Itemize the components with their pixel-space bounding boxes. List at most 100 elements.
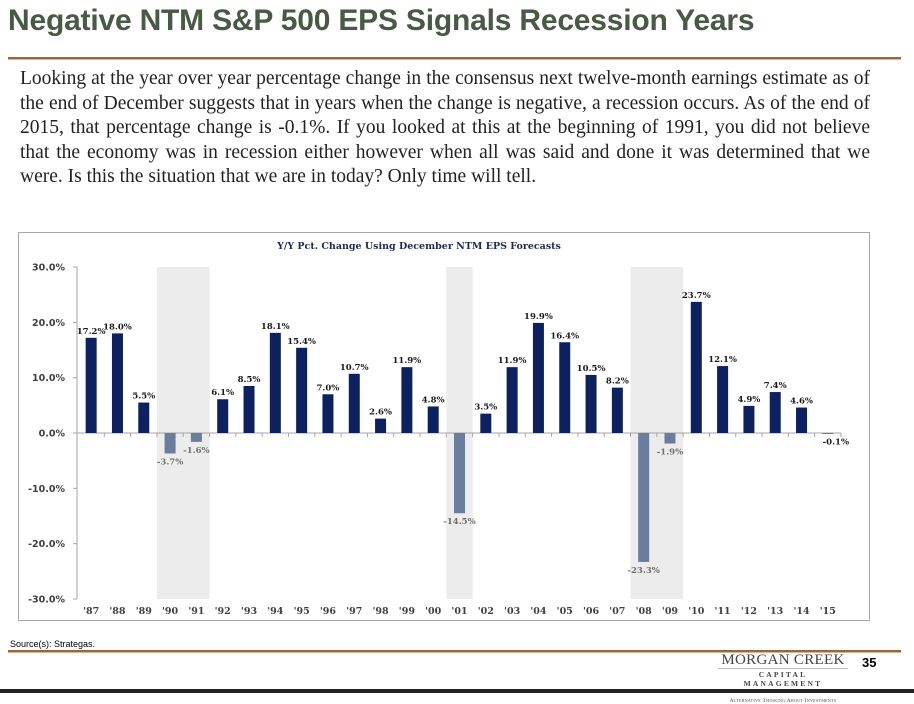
x-tick-label: '12 bbox=[741, 606, 757, 617]
bar bbox=[585, 374, 597, 433]
bar bbox=[269, 332, 281, 433]
x-tick-label: '92 bbox=[215, 606, 231, 617]
title-divider bbox=[8, 57, 901, 60]
x-tick-label: '93 bbox=[241, 606, 257, 617]
y-tick-label: 30.0% bbox=[32, 263, 65, 274]
y-tick-label: 10.0% bbox=[32, 373, 65, 384]
data-label: 8.5% bbox=[238, 375, 261, 385]
source-note: Source(s): Strategas. bbox=[10, 639, 96, 649]
data-label: -1.9% bbox=[657, 448, 683, 458]
logo-name: MORGAN CREEK bbox=[718, 653, 848, 669]
x-tick-label: '05 bbox=[557, 606, 573, 617]
bar bbox=[454, 433, 465, 514]
bar bbox=[743, 405, 755, 433]
bar bbox=[322, 394, 334, 433]
data-label: 23.7% bbox=[682, 291, 711, 301]
bar bbox=[190, 433, 202, 442]
x-tick-label: '88 bbox=[109, 606, 126, 617]
axis-layer: 30.0% 20.0% 10.0% 0.0% -10.0% -20.0% -30.0% '87… bbox=[28, 263, 842, 617]
y-tick-label: -30.0% bbox=[28, 595, 65, 606]
x-tick-label: '87 bbox=[83, 606, 99, 617]
data-label: 4.8% bbox=[422, 395, 445, 405]
company-logo: MORGAN CREEK CAPITAL MANAGEMENT Alternat… bbox=[718, 653, 848, 704]
footer-divider bbox=[8, 650, 901, 653]
data-label: 4.9% bbox=[737, 395, 760, 405]
logo-subtitle: CAPITAL MANAGEMENT bbox=[743, 670, 823, 688]
x-tick-label: '14 bbox=[793, 606, 810, 617]
data-label: 16.4% bbox=[550, 331, 579, 341]
bar bbox=[296, 347, 308, 433]
bar bbox=[559, 342, 571, 433]
bar bbox=[85, 337, 97, 433]
x-tick-label: '89 bbox=[136, 606, 153, 617]
page-number: 35 bbox=[862, 655, 877, 670]
x-tick-label: '00 bbox=[425, 606, 442, 617]
x-tick-label: '06 bbox=[583, 606, 600, 617]
x-tick-label: '98 bbox=[372, 606, 389, 617]
data-label: 15.4% bbox=[287, 337, 316, 347]
data-label: 18.1% bbox=[261, 322, 290, 332]
x-tick-label: '94 bbox=[267, 606, 284, 617]
x-tick-label: '99 bbox=[399, 606, 416, 617]
data-label-layer: 17.2%18.0% 5.5% -3.7%-1.6% 6.1% 8.5% 18.1% 15.… bbox=[77, 291, 849, 576]
logo-tagline: Alternative Thinking About Investments bbox=[729, 698, 837, 704]
bar bbox=[690, 301, 702, 433]
y-tick-label: 20.0% bbox=[32, 318, 65, 329]
data-label: 19.9% bbox=[524, 312, 553, 322]
x-tick-label: '10 bbox=[688, 606, 705, 617]
x-tick-label: '03 bbox=[504, 606, 520, 617]
x-tick-label: '11 bbox=[715, 606, 731, 617]
data-label: 8.2% bbox=[606, 377, 629, 387]
bar bbox=[769, 392, 781, 433]
bar bbox=[401, 367, 413, 433]
x-tick-label: '07 bbox=[609, 606, 625, 617]
x-tick-label: '02 bbox=[478, 606, 494, 617]
data-label: 6.1% bbox=[211, 388, 234, 398]
data-label: 5.5% bbox=[132, 392, 155, 402]
data-label: -23.3% bbox=[628, 566, 660, 576]
data-label: 11.9% bbox=[392, 356, 421, 366]
y-tick-label: -10.0% bbox=[28, 484, 65, 495]
bar bbox=[532, 322, 544, 433]
data-label: 2.6% bbox=[369, 408, 392, 418]
eps-change-bar-chart: 30.0% 20.0% 10.0% 0.0% -10.0% -20.0% -30.0% '87… bbox=[28, 241, 849, 617]
data-label: 4.6% bbox=[790, 397, 813, 407]
y-tick-label: -20.0% bbox=[28, 539, 65, 550]
bar bbox=[348, 373, 360, 433]
data-label: 11.9% bbox=[498, 356, 527, 366]
bar bbox=[611, 387, 623, 433]
x-tick-label: '09 bbox=[662, 606, 679, 617]
x-tick-label: '95 bbox=[294, 606, 310, 617]
x-tick-label: '96 bbox=[320, 606, 337, 617]
bar bbox=[164, 433, 176, 454]
bar bbox=[506, 367, 518, 433]
x-tick-label: '97 bbox=[346, 606, 362, 617]
data-label: 3.5% bbox=[474, 403, 497, 413]
data-label: -0.1% bbox=[823, 438, 849, 448]
x-tick-label: '15 bbox=[820, 606, 836, 617]
chart-container: 30.0% 20.0% 10.0% 0.0% -10.0% -20.0% -30.0% '87… bbox=[18, 232, 870, 621]
bar bbox=[638, 433, 650, 562]
bar bbox=[664, 433, 676, 444]
bar bbox=[427, 406, 439, 433]
bar bbox=[375, 418, 387, 433]
y-tick-label: 0.0% bbox=[39, 429, 66, 440]
bar bbox=[480, 413, 492, 433]
bar bbox=[796, 407, 808, 433]
chart-title: Y/Y Pct. Change Using December NTM EPS F… bbox=[276, 241, 561, 252]
data-label: 7.4% bbox=[764, 381, 787, 391]
x-tick-label: '13 bbox=[767, 606, 783, 617]
x-tick-label: '04 bbox=[530, 606, 547, 617]
bar bbox=[822, 433, 834, 434]
data-label: -3.7% bbox=[157, 457, 183, 467]
bar-layer bbox=[85, 301, 834, 562]
bar bbox=[138, 402, 150, 433]
bar bbox=[717, 366, 729, 433]
commentary-paragraph: Looking at the year over year percentage… bbox=[20, 68, 870, 187]
x-tick-label: '91 bbox=[188, 606, 204, 617]
data-label: 12.1% bbox=[708, 355, 737, 365]
data-label: 7.0% bbox=[317, 383, 340, 393]
data-label: 10.5% bbox=[577, 364, 606, 374]
slide-title: Negative NTM S&P 500 EPS Signals Recessi… bbox=[8, 4, 755, 37]
bottom-bar bbox=[0, 689, 914, 693]
